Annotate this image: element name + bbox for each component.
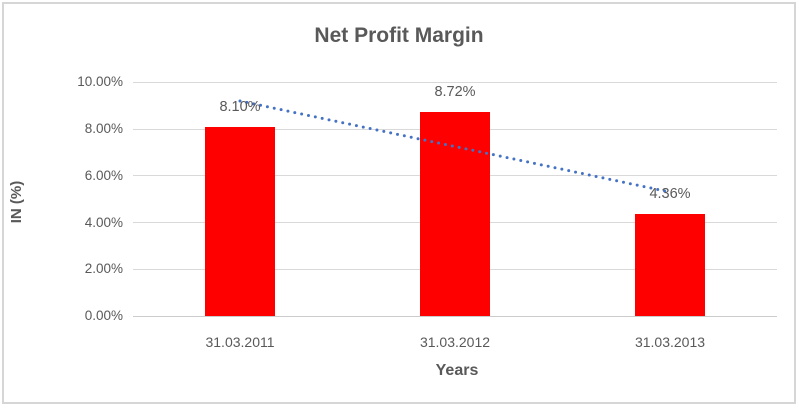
bar: [635, 214, 705, 316]
chart-frame: Net Profit Margin IN (%) Years 0.00% 2.00…: [2, 2, 796, 404]
y-tick-label: 2.00%: [84, 261, 123, 277]
bar-value-label: 8.10%: [219, 98, 261, 115]
x-axis-line: [133, 315, 777, 317]
y-tick-label: 10.00%: [77, 74, 123, 90]
y-tick-label: 4.00%: [84, 214, 123, 230]
gridline: [133, 81, 777, 83]
bar: [420, 112, 490, 316]
x-axis-title: Years: [435, 362, 479, 379]
chart-title: Net Profit Margin: [314, 24, 484, 47]
bar-value-label: 4.36%: [649, 186, 691, 203]
bar-value-label: 8.72%: [434, 84, 476, 101]
y-axis-title: IN (%): [8, 180, 25, 224]
y-tick-label: 0.00%: [84, 308, 123, 323]
x-tick-label: 31.03.2013: [634, 334, 706, 350]
y-tick-label: 6.00%: [84, 167, 123, 183]
bar: [205, 126, 275, 316]
x-tick-label: 31.03.2012: [419, 334, 491, 350]
x-tick-label: 31.03.2011: [205, 334, 275, 350]
y-tick-label: 8.00%: [84, 121, 123, 136]
